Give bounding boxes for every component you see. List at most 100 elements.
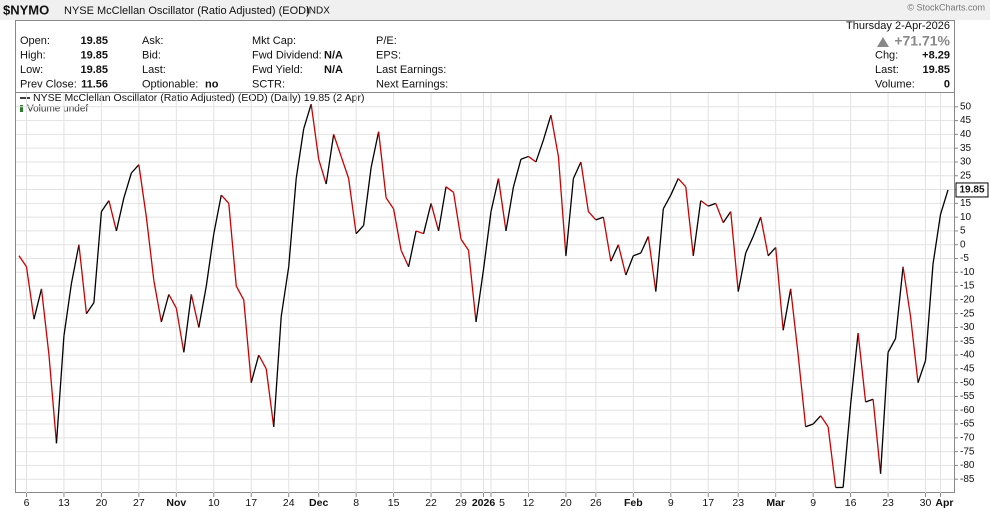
line-segment [879, 352, 889, 474]
line-segment [902, 266, 912, 317]
line-segment [348, 178, 357, 234]
line-segment [33, 288, 43, 320]
x-tick-label: 20 [560, 497, 572, 509]
line-segment [183, 294, 192, 353]
line-segment [842, 404, 852, 488]
x-tick-label: 8 [353, 497, 359, 509]
x-tick-label: 17 [702, 497, 714, 509]
x-tick-label: 13 [58, 497, 70, 509]
line-segment [415, 230, 424, 235]
line-segment [528, 155, 537, 163]
line-segment [228, 203, 237, 287]
quote-value: 19.85 [922, 64, 950, 76]
x-tick-label: 23 [882, 497, 894, 509]
line-segment [587, 211, 597, 221]
y-tick-label: -50 [960, 377, 975, 388]
line-segment [708, 202, 716, 207]
line-segment [325, 134, 335, 185]
line-segment [280, 266, 290, 317]
line-segment [767, 247, 777, 257]
line-segment [377, 131, 387, 198]
quote-label: Fwd Dividend: [252, 49, 322, 61]
y-tick-label: -70 [960, 432, 975, 443]
quote-label: Low: [20, 64, 43, 76]
quote-value: N/A [324, 64, 343, 76]
line-segment [662, 194, 672, 210]
x-tick-label: 29 [455, 497, 467, 509]
x-tick-label: 6 [24, 497, 30, 509]
line-segment [760, 217, 769, 256]
y-tick-label: -75 [960, 446, 975, 457]
y-tick-label: -85 [960, 474, 975, 485]
line-segment [422, 203, 432, 234]
x-tick-label: 23 [732, 497, 744, 509]
x-tick-label: 2026 [472, 497, 496, 509]
y-tick-label: 25 [960, 170, 972, 181]
y-tick-label: -15 [960, 281, 975, 292]
y-tick-label: 35 [960, 143, 972, 154]
line-segment [820, 415, 829, 428]
line-segment [722, 211, 732, 224]
line-segment [557, 156, 567, 256]
line-segment [100, 200, 110, 212]
line-segment [857, 332, 867, 403]
line-segment [827, 426, 837, 488]
line-segment [190, 294, 200, 328]
line-segment [445, 186, 454, 193]
security-name: NYSE McClellan Oscillator (Ratio Adjuste… [64, 5, 310, 17]
y-tick-label: -10 [960, 267, 975, 278]
y-tick-label: -65 [960, 419, 975, 430]
quote-label: Chg: [875, 49, 898, 61]
quote-value: N/A [324, 49, 343, 61]
line-segment [730, 211, 739, 292]
line-segment [745, 236, 754, 254]
line-segment [677, 178, 687, 188]
y-tick-label: -25 [960, 308, 975, 319]
line-segment [505, 186, 515, 232]
line-segment [153, 280, 162, 323]
line-segment [655, 208, 664, 292]
line-segment [130, 164, 140, 174]
x-tick-label: 9 [810, 497, 816, 509]
legend-entry: NYSE McClellan Oscillator (Ratio Adjuste… [33, 92, 364, 104]
line-segment [198, 285, 207, 328]
line-segment [138, 164, 148, 218]
line-segment [737, 252, 747, 292]
line-segment [333, 134, 342, 157]
line-segment [168, 294, 177, 309]
x-tick-label: 12 [523, 497, 535, 509]
quote-label: P/E: [376, 35, 397, 47]
line-segment [917, 360, 927, 383]
x-tick-label: 10 [208, 497, 220, 509]
line-segment [640, 236, 649, 254]
y-tick-label: -35 [960, 336, 975, 347]
line-segment [250, 354, 260, 383]
line-segment [782, 288, 792, 331]
line-segment [85, 302, 95, 315]
line-segment [565, 178, 575, 256]
line-segment [497, 178, 507, 232]
line-segment [872, 399, 882, 474]
x-tick-label: 30 [920, 497, 932, 509]
line-segment [550, 114, 560, 157]
y-tick-label: 40 [960, 129, 972, 140]
x-tick-label: 16 [845, 497, 857, 509]
y-tick-label: -20 [960, 295, 975, 306]
line-segment [692, 200, 702, 256]
line-segment [752, 216, 762, 237]
line-segment [490, 178, 500, 212]
quote-label: Last Earnings: [376, 64, 446, 76]
last-value-box [955, 182, 989, 198]
line-segment [812, 415, 822, 425]
line-segment [310, 103, 320, 160]
line-segment [482, 211, 492, 270]
y-tick-label: -40 [960, 350, 975, 361]
y-tick-label: 5 [960, 226, 966, 237]
line-segment [685, 186, 694, 256]
line-segment [385, 197, 395, 210]
line-segment [894, 266, 904, 339]
line-segment [924, 263, 934, 361]
x-tick-label: 20 [96, 497, 108, 509]
line-segment [407, 230, 417, 267]
line-segment [535, 139, 545, 163]
